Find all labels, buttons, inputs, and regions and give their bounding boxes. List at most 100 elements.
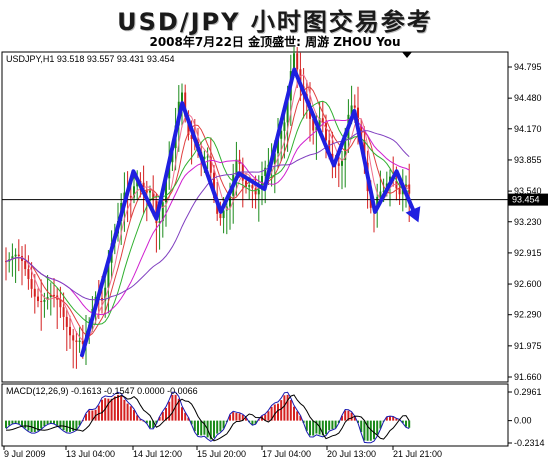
candle-body bbox=[165, 178, 167, 203]
macd-bar bbox=[312, 420, 315, 436]
macd-bar bbox=[229, 414, 231, 421]
macd-bar bbox=[366, 420, 369, 441]
macd-bar bbox=[200, 420, 203, 436]
candle-body bbox=[142, 182, 145, 191]
scroll-marker-icon bbox=[402, 52, 412, 58]
macd-bar bbox=[203, 420, 206, 435]
candle-body bbox=[145, 190, 148, 193]
macd-bar bbox=[8, 420, 11, 426]
usdjpy-chart: 94.795 94.480 94.170 93.855 93.540 93.230 92.9… bbox=[1, 47, 548, 459]
macd-bar bbox=[315, 420, 318, 434]
x-tick-label: 17 Jul 04:00 bbox=[262, 449, 311, 459]
candle-body bbox=[264, 167, 267, 176]
x-tick-label: 21 Jul 21:00 bbox=[393, 449, 442, 459]
macd-histogram: 0.2961 0.00 -0.2314 bbox=[5, 387, 545, 448]
macd-bar bbox=[350, 412, 353, 421]
macd-bar bbox=[376, 420, 379, 435]
candle-body bbox=[81, 340, 84, 344]
candle-body bbox=[395, 180, 398, 189]
macd-bar bbox=[395, 418, 398, 421]
candle-body bbox=[184, 92, 187, 117]
macd-tick-label: 0.00 bbox=[514, 416, 532, 426]
macd-bar bbox=[49, 420, 52, 424]
current-price-label: 93.454 bbox=[512, 195, 540, 205]
macd-bar bbox=[21, 420, 23, 426]
macd-bar bbox=[341, 415, 343, 421]
y-tick-label: 92.290 bbox=[514, 310, 542, 320]
macd-bar bbox=[392, 416, 395, 421]
macd-bar bbox=[251, 420, 254, 425]
candle-body bbox=[152, 190, 155, 201]
candle-body bbox=[133, 186, 135, 198]
macd-bar bbox=[344, 410, 347, 421]
macd-bar bbox=[33, 420, 36, 433]
macd-bar bbox=[293, 406, 295, 421]
macd-bar bbox=[72, 420, 75, 432]
candle-body bbox=[251, 185, 254, 189]
macd-bar bbox=[158, 416, 161, 421]
macd-bar bbox=[379, 420, 382, 429]
macd-bar bbox=[405, 420, 407, 427]
macd-signal-line bbox=[6, 394, 410, 442]
macd-bar bbox=[155, 420, 158, 424]
macd-bar bbox=[187, 417, 190, 421]
macd-bar bbox=[222, 420, 225, 429]
macd-bar bbox=[40, 420, 43, 429]
candle-body bbox=[72, 335, 75, 341]
candle-body bbox=[14, 254, 17, 257]
macd-bar bbox=[331, 420, 334, 430]
macd-bar bbox=[46, 420, 49, 425]
candle-body bbox=[46, 296, 49, 300]
x-tick-label: 13 Jul 04:00 bbox=[66, 449, 115, 459]
candle-body bbox=[229, 195, 231, 207]
moving-average-line bbox=[5, 100, 410, 325]
macd-bar bbox=[165, 408, 167, 421]
candle-body bbox=[293, 53, 295, 72]
y-tick-label: 94.480 bbox=[514, 93, 542, 103]
macd-bar bbox=[267, 411, 270, 421]
candle-body bbox=[62, 307, 65, 317]
macd-bar bbox=[181, 407, 183, 421]
macd-bar bbox=[283, 395, 286, 421]
candle-body bbox=[30, 279, 33, 289]
candle-body bbox=[353, 105, 356, 108]
macd-bar bbox=[136, 415, 139, 421]
candle-body bbox=[206, 156, 209, 158]
macd-bar bbox=[277, 403, 279, 421]
candle-body bbox=[11, 256, 14, 260]
macd-bar bbox=[88, 410, 91, 421]
macd-bar bbox=[219, 420, 222, 432]
candle-body bbox=[318, 118, 321, 127]
x-tick-label: 14 Jul 12:00 bbox=[133, 449, 182, 459]
candle-body bbox=[65, 316, 68, 327]
macd-bar bbox=[184, 412, 187, 421]
macd-bar bbox=[280, 400, 283, 421]
macd-bar bbox=[408, 420, 411, 428]
macd-bar bbox=[328, 420, 331, 431]
macd-bar bbox=[117, 394, 119, 421]
candle-body bbox=[17, 254, 20, 257]
macd-bar bbox=[85, 413, 87, 421]
candle-body bbox=[43, 299, 46, 302]
macd-bar bbox=[30, 420, 33, 432]
macd-bar bbox=[139, 419, 142, 421]
macd-bar bbox=[238, 413, 241, 421]
time-axis: 9 Jul 2009 13 Jul 04:00 14 Jul 12:00 15 Jul… bbox=[3, 446, 442, 459]
candle-body bbox=[280, 130, 283, 139]
macd-bar bbox=[270, 406, 273, 421]
macd-bar bbox=[129, 406, 132, 421]
candle-body bbox=[69, 326, 71, 336]
candle-body bbox=[379, 191, 382, 197]
macd-bar bbox=[43, 420, 46, 427]
y-tick-label: 91.975 bbox=[514, 341, 542, 351]
candle-body bbox=[203, 156, 206, 160]
macd-bar bbox=[325, 420, 327, 435]
y-tick-label: 94.795 bbox=[514, 62, 542, 72]
candle-body bbox=[325, 123, 327, 141]
y-tick-label: 91.660 bbox=[514, 372, 542, 382]
candle-body bbox=[107, 262, 110, 288]
candle-body bbox=[129, 195, 132, 198]
x-tick-label: 20 Jul 13:00 bbox=[327, 449, 376, 459]
y-tick-label: 92.915 bbox=[514, 248, 542, 258]
candle-body bbox=[235, 159, 238, 175]
